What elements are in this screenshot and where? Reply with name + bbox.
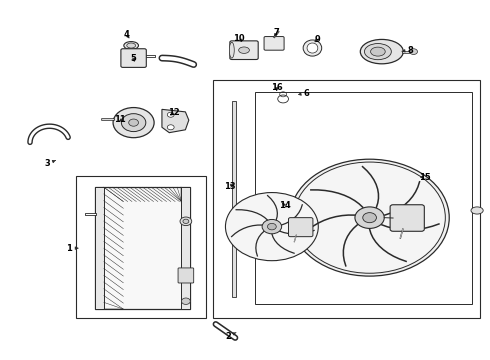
Circle shape xyxy=(129,119,139,126)
Text: 15: 15 xyxy=(419,173,431,182)
Text: 13: 13 xyxy=(223,182,235,191)
Ellipse shape xyxy=(303,40,322,56)
Ellipse shape xyxy=(370,47,385,56)
Circle shape xyxy=(410,49,417,54)
FancyBboxPatch shape xyxy=(178,268,194,283)
Ellipse shape xyxy=(229,42,234,58)
FancyBboxPatch shape xyxy=(230,41,258,59)
Ellipse shape xyxy=(365,44,392,60)
Ellipse shape xyxy=(124,41,139,49)
Bar xyxy=(255,92,472,304)
Text: 16: 16 xyxy=(271,83,283,92)
Circle shape xyxy=(294,162,445,273)
FancyBboxPatch shape xyxy=(264,37,284,50)
Circle shape xyxy=(180,217,192,226)
Text: 7: 7 xyxy=(274,28,280,37)
Ellipse shape xyxy=(307,43,318,53)
Bar xyxy=(95,187,190,309)
Text: 5: 5 xyxy=(131,54,137,63)
Text: 10: 10 xyxy=(233,34,245,43)
Ellipse shape xyxy=(127,43,136,48)
Circle shape xyxy=(183,219,189,224)
FancyBboxPatch shape xyxy=(121,49,147,67)
Text: 3: 3 xyxy=(44,159,55,168)
Bar xyxy=(232,101,236,297)
Circle shape xyxy=(167,112,174,117)
Circle shape xyxy=(363,213,376,223)
FancyBboxPatch shape xyxy=(289,218,313,237)
Text: 2: 2 xyxy=(225,332,236,341)
Text: 4: 4 xyxy=(124,30,130,39)
Circle shape xyxy=(355,207,384,228)
Bar xyxy=(213,80,480,318)
Text: 1: 1 xyxy=(66,244,78,253)
Bar xyxy=(76,176,206,318)
Text: 12: 12 xyxy=(168,108,180,117)
Polygon shape xyxy=(162,109,189,133)
Circle shape xyxy=(122,114,146,132)
Circle shape xyxy=(181,298,190,305)
Circle shape xyxy=(225,193,318,261)
Ellipse shape xyxy=(360,40,403,64)
Bar xyxy=(181,187,190,309)
Text: 8: 8 xyxy=(402,46,413,55)
Ellipse shape xyxy=(239,47,249,53)
Circle shape xyxy=(262,220,282,234)
Circle shape xyxy=(268,224,276,230)
Circle shape xyxy=(290,159,449,276)
Text: 9: 9 xyxy=(315,35,320,44)
Circle shape xyxy=(167,125,174,130)
Circle shape xyxy=(113,108,154,138)
Text: 14: 14 xyxy=(279,201,291,210)
Text: 6: 6 xyxy=(298,89,309,98)
FancyBboxPatch shape xyxy=(390,205,424,231)
Ellipse shape xyxy=(471,207,483,214)
Text: 11: 11 xyxy=(115,115,126,124)
Bar xyxy=(95,187,104,309)
